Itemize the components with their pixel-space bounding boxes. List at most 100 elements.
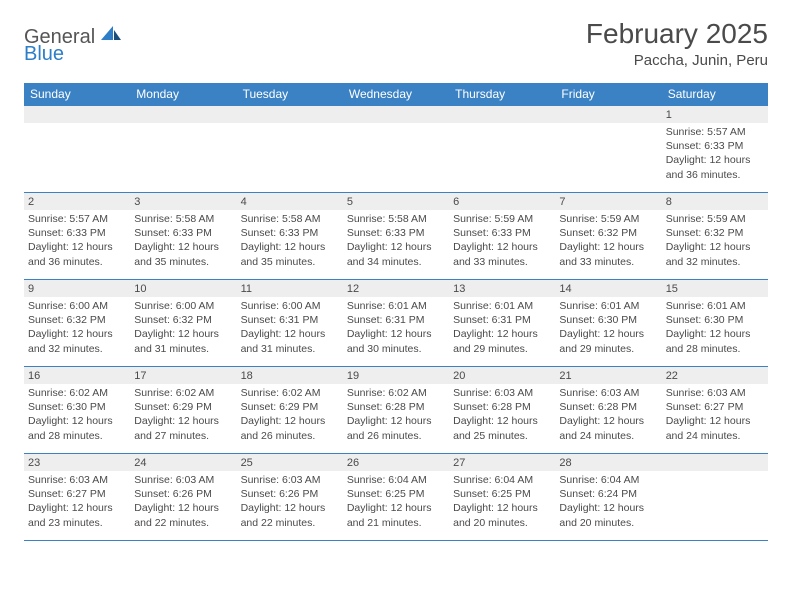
day-body: Sunrise: 5:57 AMSunset: 6:33 PMDaylight:… bbox=[24, 210, 130, 272]
day-line: Sunrise: 6:00 AM bbox=[241, 299, 339, 313]
day-line: Sunset: 6:33 PM bbox=[241, 226, 339, 240]
day-line: Sunset: 6:32 PM bbox=[666, 226, 764, 240]
day-body: Sunrise: 5:59 AMSunset: 6:33 PMDaylight:… bbox=[449, 210, 555, 272]
day-line: Sunset: 6:25 PM bbox=[453, 487, 551, 501]
day-body: Sunrise: 6:03 AMSunset: 6:27 PMDaylight:… bbox=[662, 384, 768, 446]
day-line: Sunrise: 5:57 AM bbox=[666, 125, 764, 139]
day-line: and 23 minutes. bbox=[28, 516, 126, 530]
day-line: Daylight: 12 hours bbox=[347, 501, 445, 515]
day-line: Daylight: 12 hours bbox=[453, 501, 551, 515]
day-number: 9 bbox=[24, 280, 130, 297]
day-line: and 35 minutes. bbox=[134, 255, 232, 269]
day-line: Sunrise: 6:03 AM bbox=[28, 473, 126, 487]
day-cell: 22Sunrise: 6:03 AMSunset: 6:27 PMDayligh… bbox=[662, 367, 768, 453]
day-line: Sunrise: 6:03 AM bbox=[559, 386, 657, 400]
day-line: Sunset: 6:28 PM bbox=[453, 400, 551, 414]
day-cell: 10Sunrise: 6:00 AMSunset: 6:32 PMDayligh… bbox=[130, 280, 236, 366]
day-line: and 25 minutes. bbox=[453, 429, 551, 443]
day-body: Sunrise: 6:01 AMSunset: 6:30 PMDaylight:… bbox=[662, 297, 768, 359]
day-number bbox=[555, 106, 661, 123]
day-body: Sunrise: 6:00 AMSunset: 6:32 PMDaylight:… bbox=[24, 297, 130, 359]
day-line: Sunset: 6:27 PM bbox=[28, 487, 126, 501]
weekday-header-row: Sunday Monday Tuesday Wednesday Thursday… bbox=[24, 83, 768, 105]
day-cell: 25Sunrise: 6:03 AMSunset: 6:26 PMDayligh… bbox=[237, 454, 343, 540]
day-number bbox=[24, 106, 130, 123]
day-line: Sunset: 6:30 PM bbox=[559, 313, 657, 327]
day-line: Sunset: 6:29 PM bbox=[241, 400, 339, 414]
day-cell: 27Sunrise: 6:04 AMSunset: 6:25 PMDayligh… bbox=[449, 454, 555, 540]
day-line: and 29 minutes. bbox=[453, 342, 551, 356]
month-title: February 2025 bbox=[586, 18, 768, 50]
weekday-header: Thursday bbox=[449, 83, 555, 105]
day-number: 22 bbox=[662, 367, 768, 384]
day-line: and 32 minutes. bbox=[28, 342, 126, 356]
day-number: 10 bbox=[130, 280, 236, 297]
day-line: and 31 minutes. bbox=[241, 342, 339, 356]
day-body: Sunrise: 6:02 AMSunset: 6:28 PMDaylight:… bbox=[343, 384, 449, 446]
weekday-header: Friday bbox=[555, 83, 661, 105]
day-line: Daylight: 12 hours bbox=[134, 501, 232, 515]
day-body: Sunrise: 6:03 AMSunset: 6:26 PMDaylight:… bbox=[237, 471, 343, 533]
week-row: 1Sunrise: 5:57 AMSunset: 6:33 PMDaylight… bbox=[24, 105, 768, 192]
day-line: Sunset: 6:32 PM bbox=[28, 313, 126, 327]
day-cell: 23Sunrise: 6:03 AMSunset: 6:27 PMDayligh… bbox=[24, 454, 130, 540]
day-line: Daylight: 12 hours bbox=[241, 240, 339, 254]
day-line: and 33 minutes. bbox=[559, 255, 657, 269]
day-cell: 7Sunrise: 5:59 AMSunset: 6:32 PMDaylight… bbox=[555, 193, 661, 279]
day-line: Sunrise: 6:00 AM bbox=[28, 299, 126, 313]
day-body bbox=[449, 123, 555, 128]
day-cell: 13Sunrise: 6:01 AMSunset: 6:31 PMDayligh… bbox=[449, 280, 555, 366]
day-cell: 1Sunrise: 5:57 AMSunset: 6:33 PMDaylight… bbox=[662, 106, 768, 192]
day-line: and 22 minutes. bbox=[134, 516, 232, 530]
day-line: and 36 minutes. bbox=[28, 255, 126, 269]
day-number bbox=[449, 106, 555, 123]
week-row: 16Sunrise: 6:02 AMSunset: 6:30 PMDayligh… bbox=[24, 366, 768, 453]
day-body: Sunrise: 6:04 AMSunset: 6:25 PMDaylight:… bbox=[449, 471, 555, 533]
day-line: and 26 minutes. bbox=[241, 429, 339, 443]
day-line: Sunset: 6:28 PM bbox=[347, 400, 445, 414]
day-line: Sunrise: 5:59 AM bbox=[559, 212, 657, 226]
day-cell bbox=[130, 106, 236, 192]
day-cell bbox=[24, 106, 130, 192]
day-cell: 11Sunrise: 6:00 AMSunset: 6:31 PMDayligh… bbox=[237, 280, 343, 366]
day-line: Sunrise: 6:03 AM bbox=[241, 473, 339, 487]
day-line: Daylight: 12 hours bbox=[666, 153, 764, 167]
day-line: Sunrise: 6:02 AM bbox=[347, 386, 445, 400]
day-number: 19 bbox=[343, 367, 449, 384]
day-line: and 24 minutes. bbox=[559, 429, 657, 443]
weekday-header: Sunday bbox=[24, 83, 130, 105]
day-line: Daylight: 12 hours bbox=[559, 327, 657, 341]
day-line: Sunrise: 6:02 AM bbox=[28, 386, 126, 400]
day-body: Sunrise: 6:03 AMSunset: 6:28 PMDaylight:… bbox=[449, 384, 555, 446]
day-line: and 20 minutes. bbox=[453, 516, 551, 530]
day-line: Sunrise: 6:03 AM bbox=[453, 386, 551, 400]
day-body: Sunrise: 6:01 AMSunset: 6:31 PMDaylight:… bbox=[343, 297, 449, 359]
week-row: 9Sunrise: 6:00 AMSunset: 6:32 PMDaylight… bbox=[24, 279, 768, 366]
day-cell: 15Sunrise: 6:01 AMSunset: 6:30 PMDayligh… bbox=[662, 280, 768, 366]
day-body bbox=[237, 123, 343, 128]
day-number: 5 bbox=[343, 193, 449, 210]
day-body: Sunrise: 6:00 AMSunset: 6:31 PMDaylight:… bbox=[237, 297, 343, 359]
day-number: 6 bbox=[449, 193, 555, 210]
day-cell: 14Sunrise: 6:01 AMSunset: 6:30 PMDayligh… bbox=[555, 280, 661, 366]
day-cell: 9Sunrise: 6:00 AMSunset: 6:32 PMDaylight… bbox=[24, 280, 130, 366]
day-cell: 2Sunrise: 5:57 AMSunset: 6:33 PMDaylight… bbox=[24, 193, 130, 279]
day-line: Sunset: 6:33 PM bbox=[134, 226, 232, 240]
day-line: and 29 minutes. bbox=[559, 342, 657, 356]
day-line: and 22 minutes. bbox=[241, 516, 339, 530]
day-number: 21 bbox=[555, 367, 661, 384]
weekday-header: Wednesday bbox=[343, 83, 449, 105]
day-body bbox=[343, 123, 449, 128]
day-line: Daylight: 12 hours bbox=[453, 414, 551, 428]
day-line: Sunrise: 6:01 AM bbox=[347, 299, 445, 313]
day-line: Sunrise: 5:58 AM bbox=[241, 212, 339, 226]
day-cell: 3Sunrise: 5:58 AMSunset: 6:33 PMDaylight… bbox=[130, 193, 236, 279]
day-line: Sunrise: 6:01 AM bbox=[666, 299, 764, 313]
day-body: Sunrise: 6:02 AMSunset: 6:29 PMDaylight:… bbox=[237, 384, 343, 446]
day-cell: 19Sunrise: 6:02 AMSunset: 6:28 PMDayligh… bbox=[343, 367, 449, 453]
day-cell: 24Sunrise: 6:03 AMSunset: 6:26 PMDayligh… bbox=[130, 454, 236, 540]
day-line: Sunset: 6:26 PM bbox=[134, 487, 232, 501]
day-line: Daylight: 12 hours bbox=[28, 240, 126, 254]
day-number bbox=[343, 106, 449, 123]
day-line: Sunset: 6:30 PM bbox=[28, 400, 126, 414]
